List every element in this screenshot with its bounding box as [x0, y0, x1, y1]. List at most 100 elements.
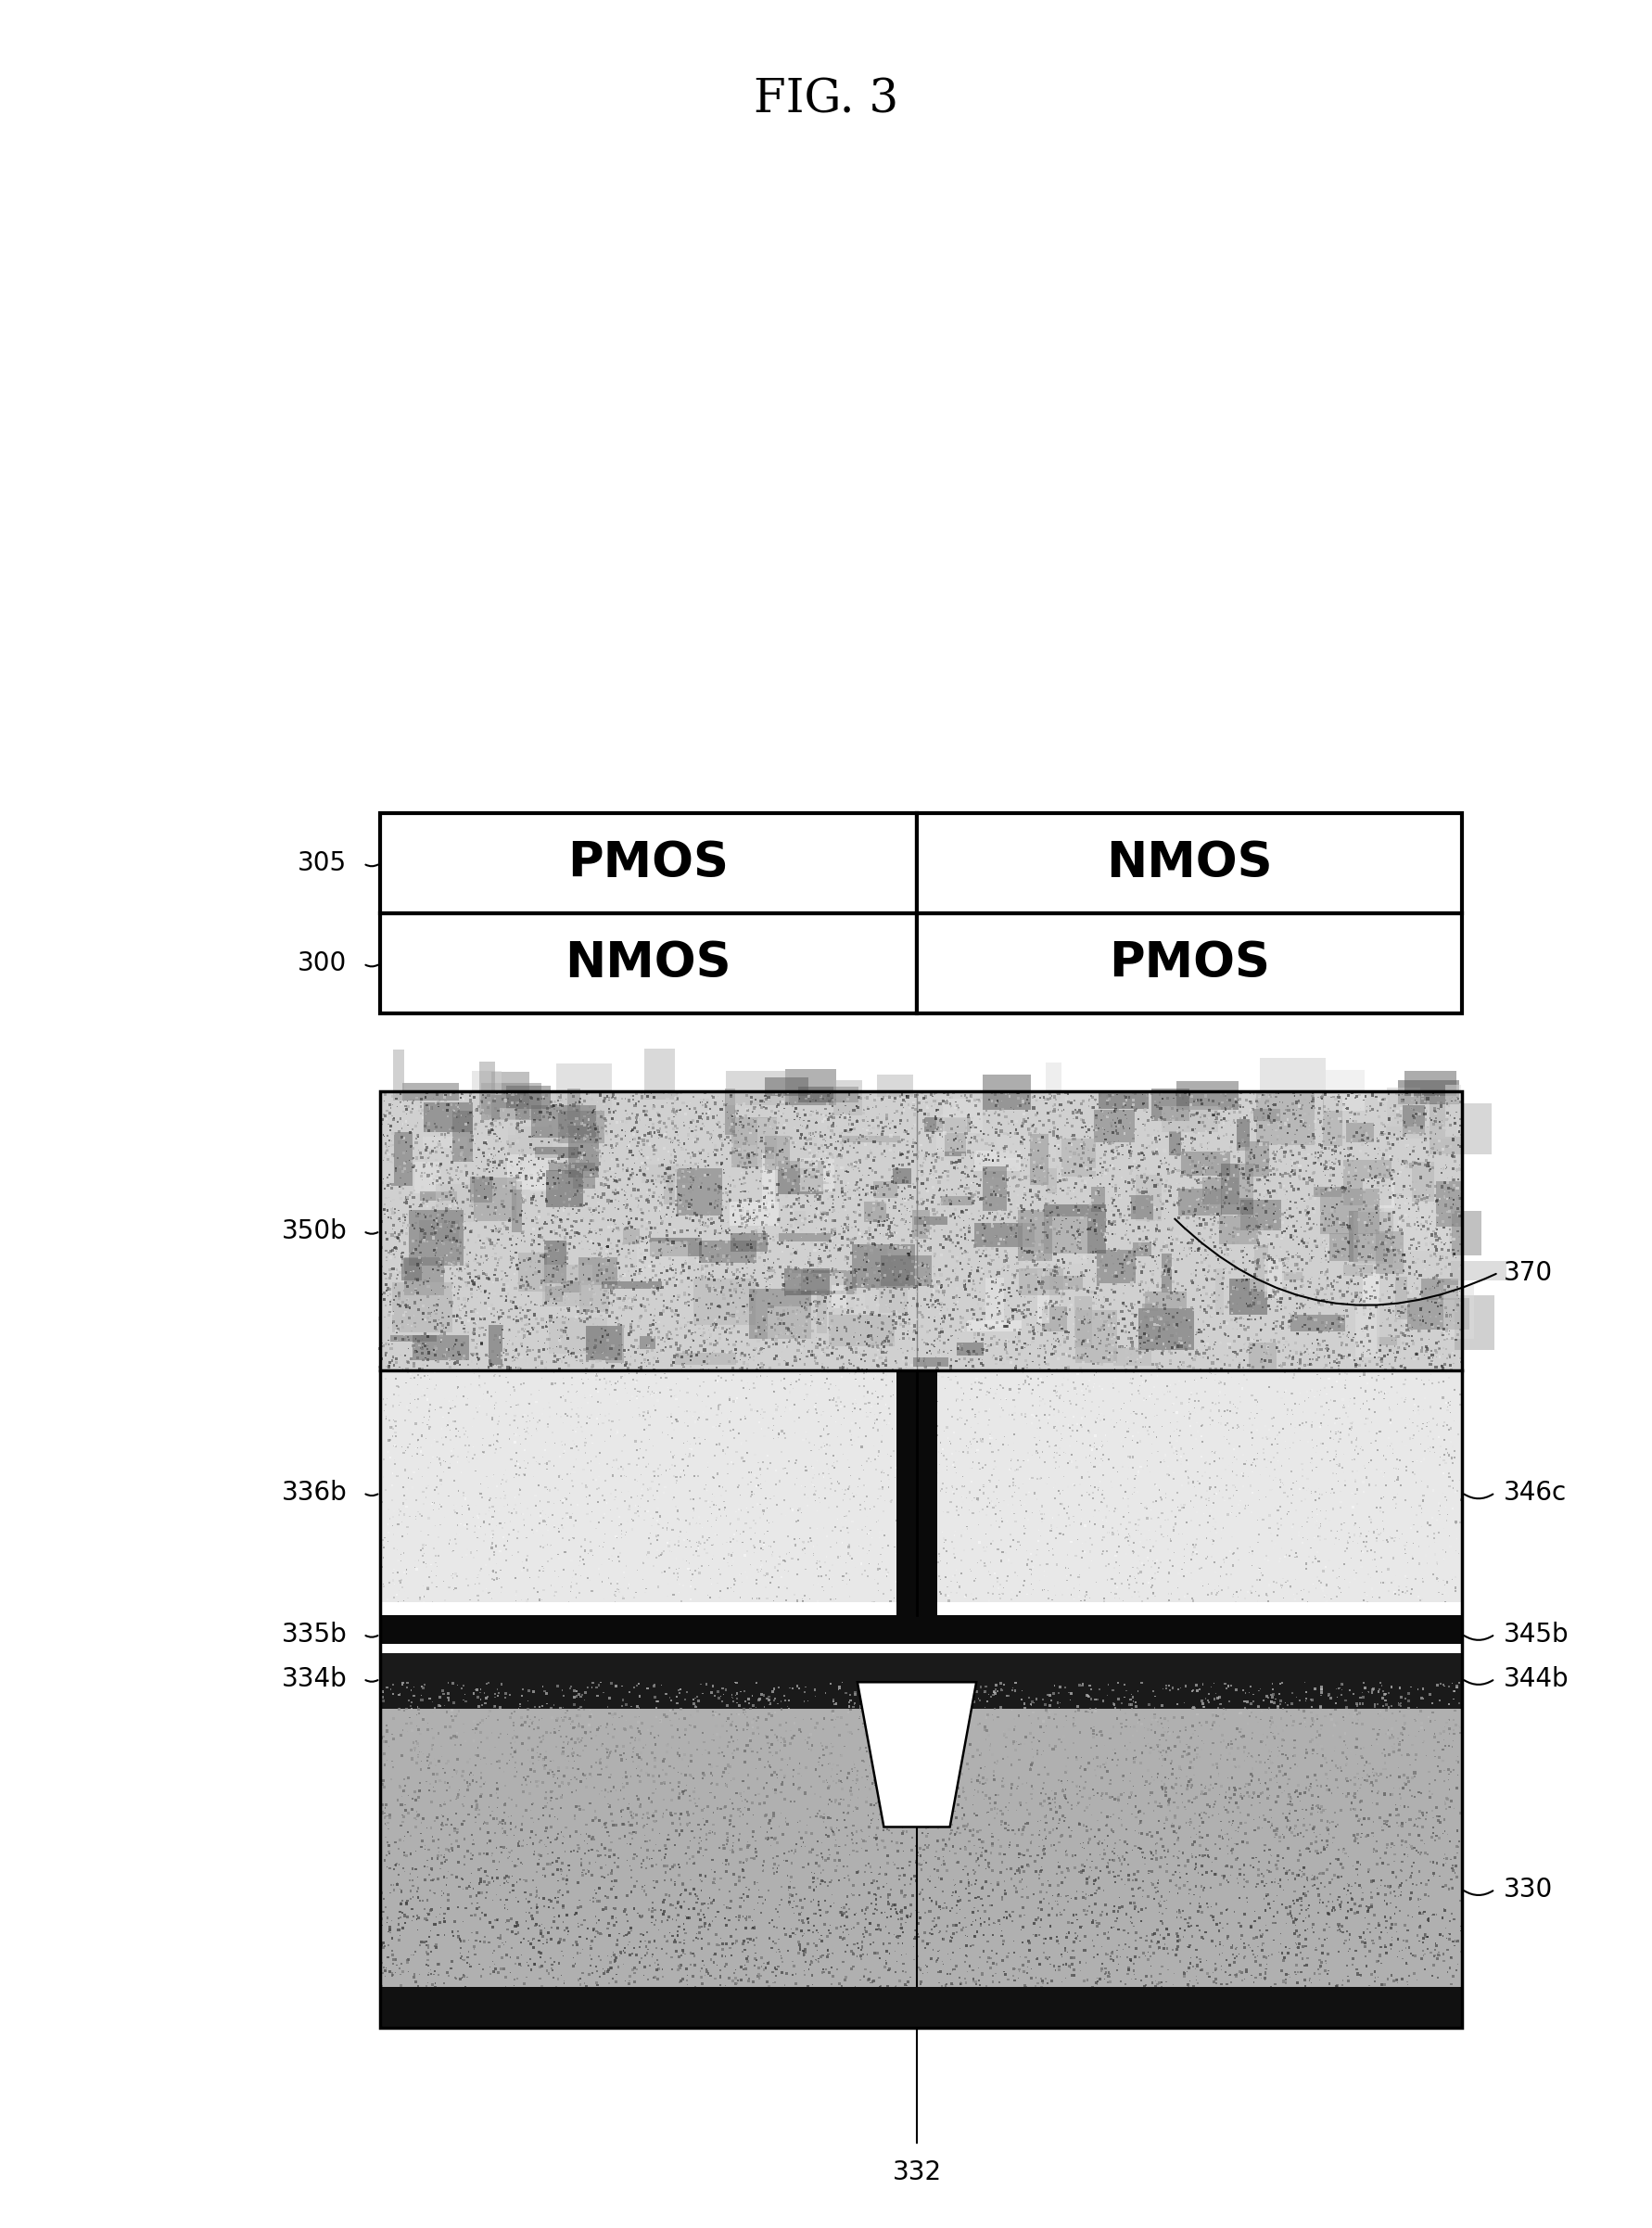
Point	[1294, 1811, 1320, 1847]
Point	[1388, 1379, 1414, 1415]
Point	[405, 1691, 431, 1727]
Point	[834, 1849, 861, 1885]
Point	[1107, 1401, 1133, 1437]
Point	[930, 1196, 957, 1232]
Point	[1338, 1167, 1365, 1203]
Point	[1444, 1522, 1470, 1557]
Point	[603, 1205, 629, 1241]
Point	[719, 1310, 745, 1346]
Point	[1163, 1165, 1189, 1201]
Point	[783, 1700, 809, 1736]
Point	[1145, 1589, 1171, 1624]
Point	[377, 1252, 403, 1288]
Point	[866, 1551, 892, 1586]
Point	[743, 1486, 770, 1522]
Point	[786, 1210, 813, 1245]
Point	[752, 1114, 778, 1150]
Point	[1193, 1194, 1219, 1230]
Point	[740, 1203, 767, 1239]
Point	[1414, 1903, 1441, 1938]
Point	[1303, 1698, 1330, 1733]
Point	[1348, 1281, 1374, 1317]
Point	[899, 1190, 925, 1225]
Point	[1335, 1286, 1361, 1321]
Point	[843, 1896, 869, 1932]
Point	[525, 1323, 552, 1359]
Point	[596, 1595, 623, 1631]
Point	[998, 1693, 1024, 1729]
Point	[1130, 1223, 1156, 1259]
Point	[519, 1181, 545, 1216]
Point	[966, 1250, 993, 1286]
Point	[1371, 1702, 1398, 1738]
Point	[634, 1825, 661, 1860]
Point	[1327, 1912, 1353, 1947]
Point	[530, 1925, 557, 1961]
Point	[1130, 1878, 1156, 1914]
Point	[1346, 1889, 1373, 1925]
Point	[653, 1359, 679, 1395]
Point	[1100, 1328, 1127, 1364]
Point	[689, 1096, 715, 1132]
Point	[945, 1321, 971, 1357]
Point	[1199, 1132, 1226, 1167]
Point	[895, 1528, 922, 1564]
Point	[453, 1537, 479, 1573]
Point	[562, 1742, 588, 1778]
Point	[935, 1733, 961, 1769]
Point	[565, 1486, 591, 1522]
Point	[813, 1557, 839, 1593]
Point	[791, 1954, 818, 1990]
Point	[1241, 1442, 1267, 1477]
Point	[446, 1936, 472, 1972]
Point	[656, 1551, 682, 1586]
Point	[466, 1341, 492, 1377]
Point	[1158, 1328, 1184, 1364]
Point	[775, 1381, 801, 1417]
Point	[971, 1228, 998, 1263]
Point	[1193, 1796, 1219, 1831]
Point	[548, 1212, 575, 1248]
Point	[957, 1214, 983, 1250]
Point	[1447, 1150, 1474, 1185]
Point	[938, 1564, 965, 1600]
Point	[563, 1925, 590, 1961]
Point	[819, 1693, 846, 1729]
Point	[1437, 1938, 1464, 1974]
Point	[476, 1731, 502, 1767]
Point	[983, 1141, 1009, 1176]
Point	[492, 1136, 519, 1172]
Text: 336b: 336b	[281, 1479, 347, 1506]
Point	[1222, 1584, 1249, 1620]
Point	[446, 1337, 472, 1372]
Point	[1006, 1337, 1032, 1372]
Point	[463, 1782, 489, 1818]
Point	[765, 1183, 791, 1219]
Point	[600, 1399, 626, 1435]
Point	[469, 1085, 496, 1121]
Point	[1105, 1299, 1132, 1335]
Point	[520, 1332, 547, 1368]
Point	[1355, 1208, 1381, 1243]
Point	[933, 1889, 960, 1925]
Point	[1026, 1174, 1052, 1210]
Point	[1378, 1089, 1404, 1125]
Point	[418, 1136, 444, 1172]
Point	[486, 1843, 512, 1878]
Point	[1257, 1996, 1284, 2032]
Point	[387, 1847, 413, 1883]
Point	[1236, 1462, 1262, 1497]
Point	[674, 1330, 700, 1366]
Point	[639, 1136, 666, 1172]
Point	[781, 1339, 808, 1375]
Point	[805, 1156, 831, 1192]
Bar	[530, 1167, 548, 1192]
Point	[446, 1089, 472, 1125]
Point	[710, 1827, 737, 1863]
Point	[874, 1553, 900, 1589]
Point	[1183, 1196, 1209, 1232]
Point	[993, 1894, 1019, 1929]
Point	[1171, 1540, 1198, 1575]
Point	[912, 1107, 938, 1143]
Point	[512, 1094, 539, 1130]
